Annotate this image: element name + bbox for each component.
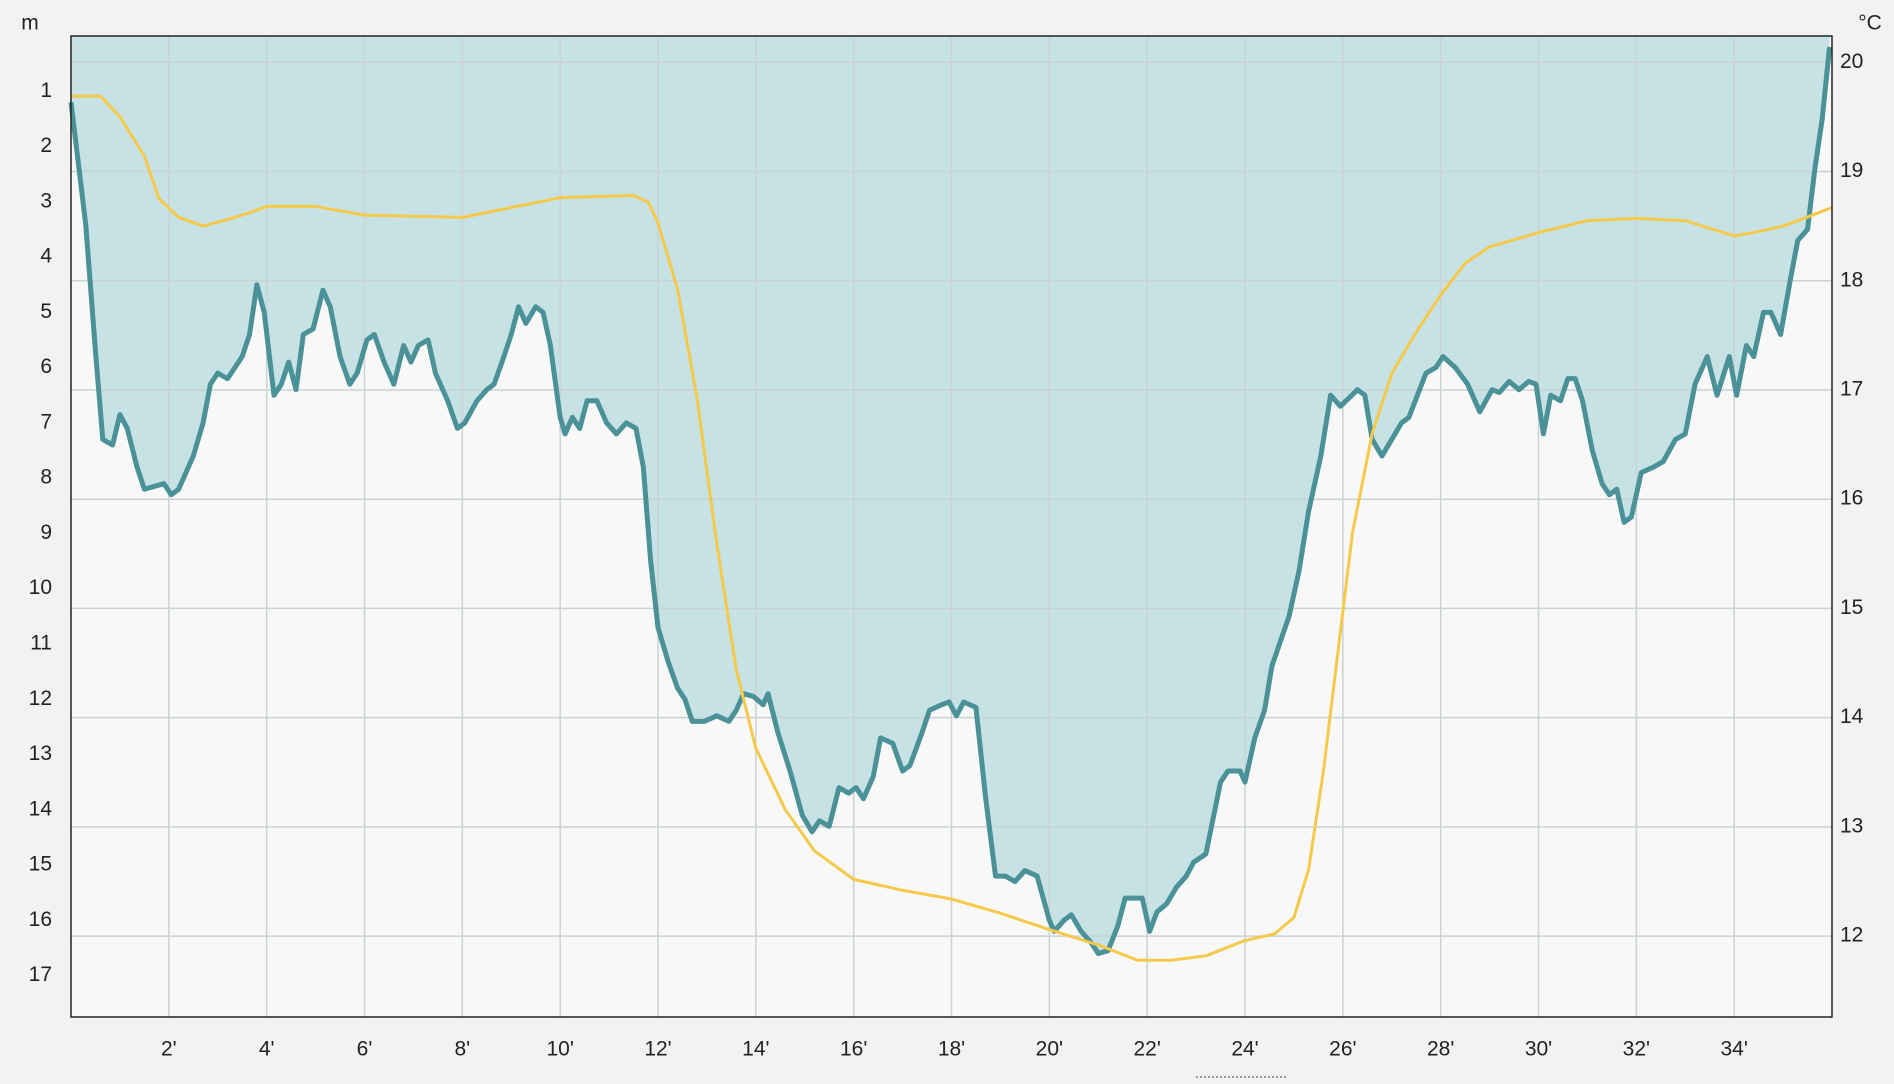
x-tick-label: 14' xyxy=(742,1038,769,1061)
y-axis-label: m xyxy=(21,12,39,35)
y-tick-label: 1 xyxy=(40,79,52,102)
plot-frame xyxy=(70,35,1833,1018)
x-tick-label: 12' xyxy=(644,1038,671,1061)
y2-tick-label: 14 xyxy=(1840,705,1864,728)
x-tick-label: 26' xyxy=(1329,1038,1356,1061)
y-tick-label: 16 xyxy=(29,908,52,931)
x-tick-label: 24' xyxy=(1231,1038,1258,1061)
y-tick-label: 15 xyxy=(29,853,52,876)
y2-tick-label: 20 xyxy=(1840,50,1863,73)
temperature-line xyxy=(71,94,1833,962)
y-tick-label: 6 xyxy=(40,355,52,378)
y-tick-label: 8 xyxy=(40,466,52,489)
depth-area xyxy=(71,36,1830,954)
x-tick-label: 32' xyxy=(1623,1038,1650,1061)
y-tick-label: 4 xyxy=(40,245,52,268)
x-tick-label: 6' xyxy=(357,1038,373,1061)
x-tick-label: 18' xyxy=(938,1038,965,1061)
x-tick-label: 10' xyxy=(546,1038,573,1061)
y2-axis-label: °C xyxy=(1858,12,1882,35)
y2-tick-label: 12 xyxy=(1840,924,1863,947)
y2-tick-label: 13 xyxy=(1840,814,1863,837)
x-tick-label: 2' xyxy=(161,1038,177,1061)
x-tick-label: 8' xyxy=(454,1038,470,1061)
y2-tick-label: 18 xyxy=(1840,268,1863,291)
y-tick-label: 10 xyxy=(29,576,52,599)
y-tick-label: 3 xyxy=(40,189,52,212)
y2-tick-label: 17 xyxy=(1840,377,1863,400)
y-tick-label: 12 xyxy=(29,687,52,710)
y-tick-label: 9 xyxy=(40,521,52,544)
y-tick-label: 13 xyxy=(29,742,52,765)
y2-tick-label: 15 xyxy=(1840,596,1863,619)
y-tick-label: 7 xyxy=(40,410,52,433)
depth-line xyxy=(68,46,1833,956)
y-tick-label: 5 xyxy=(40,300,52,323)
x-tick-label: 16' xyxy=(840,1038,867,1061)
y2-tick-label: 19 xyxy=(1840,159,1863,182)
x-tick-label: 30' xyxy=(1525,1038,1552,1061)
y-tick-label: 17 xyxy=(29,963,52,986)
x-tick-label: 20' xyxy=(1036,1038,1063,1061)
x-tick-label: 28' xyxy=(1427,1038,1454,1061)
y-tick-label: 14 xyxy=(29,797,53,820)
x-tick-label: 34' xyxy=(1720,1038,1747,1061)
x-tick-label: 22' xyxy=(1133,1038,1160,1061)
y-tick-label: 2 xyxy=(40,134,52,157)
y2-tick-label: 16 xyxy=(1840,487,1863,510)
y-tick-label: 11 xyxy=(30,631,52,654)
x-tick-label: 4' xyxy=(259,1038,275,1061)
